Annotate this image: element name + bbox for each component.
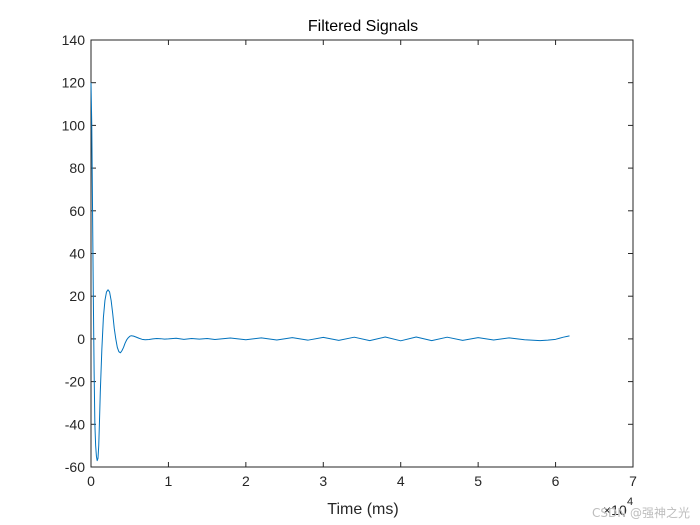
- x-tick-label: 4: [397, 473, 405, 489]
- y-tick-label: 80: [69, 160, 85, 176]
- x-tick-label: 1: [165, 473, 173, 489]
- x-multiplier: ×10 4: [603, 496, 633, 518]
- series-layer: [90, 82, 570, 462]
- x-tick-label: 3: [319, 473, 327, 489]
- x-multiplier-exponent: 4: [627, 496, 633, 508]
- y-tick-label: 120: [62, 75, 86, 91]
- y-tick-label: 60: [69, 203, 85, 219]
- y-tick-label: -60: [65, 459, 85, 475]
- x-multiplier-base: ×10: [603, 502, 627, 518]
- axes-box: [90, 39, 634, 468]
- x-tick-label: 7: [629, 473, 637, 489]
- x-tick-label: 2: [242, 473, 250, 489]
- y-tick-label: 40: [69, 246, 85, 262]
- y-tick-label: -40: [65, 416, 85, 432]
- y-tick-label: 0: [77, 331, 85, 347]
- chart-title: Filtered Signals: [308, 18, 418, 35]
- y-tick-label: 100: [62, 117, 86, 133]
- y-tick-label: 20: [69, 288, 85, 304]
- series-line: [90, 82, 570, 462]
- x-tick-label: 0: [87, 473, 95, 489]
- watermark-text: CSDN @强神之光: [592, 506, 690, 520]
- x-axis-label: Time (ms): [327, 501, 398, 518]
- y-tick-label: -20: [65, 374, 85, 390]
- x-tick-label: 6: [552, 473, 560, 489]
- y-tick-label: 140: [62, 32, 86, 48]
- x-tick-label: 5: [474, 473, 482, 489]
- x-axis-ticks: 0 1 2 3 4 5 6 7: [87, 40, 637, 489]
- y-axis-ticks: -60 -40 -20 0 20 40 60 80 100 120 140: [62, 32, 633, 475]
- plot-area: [90, 39, 634, 468]
